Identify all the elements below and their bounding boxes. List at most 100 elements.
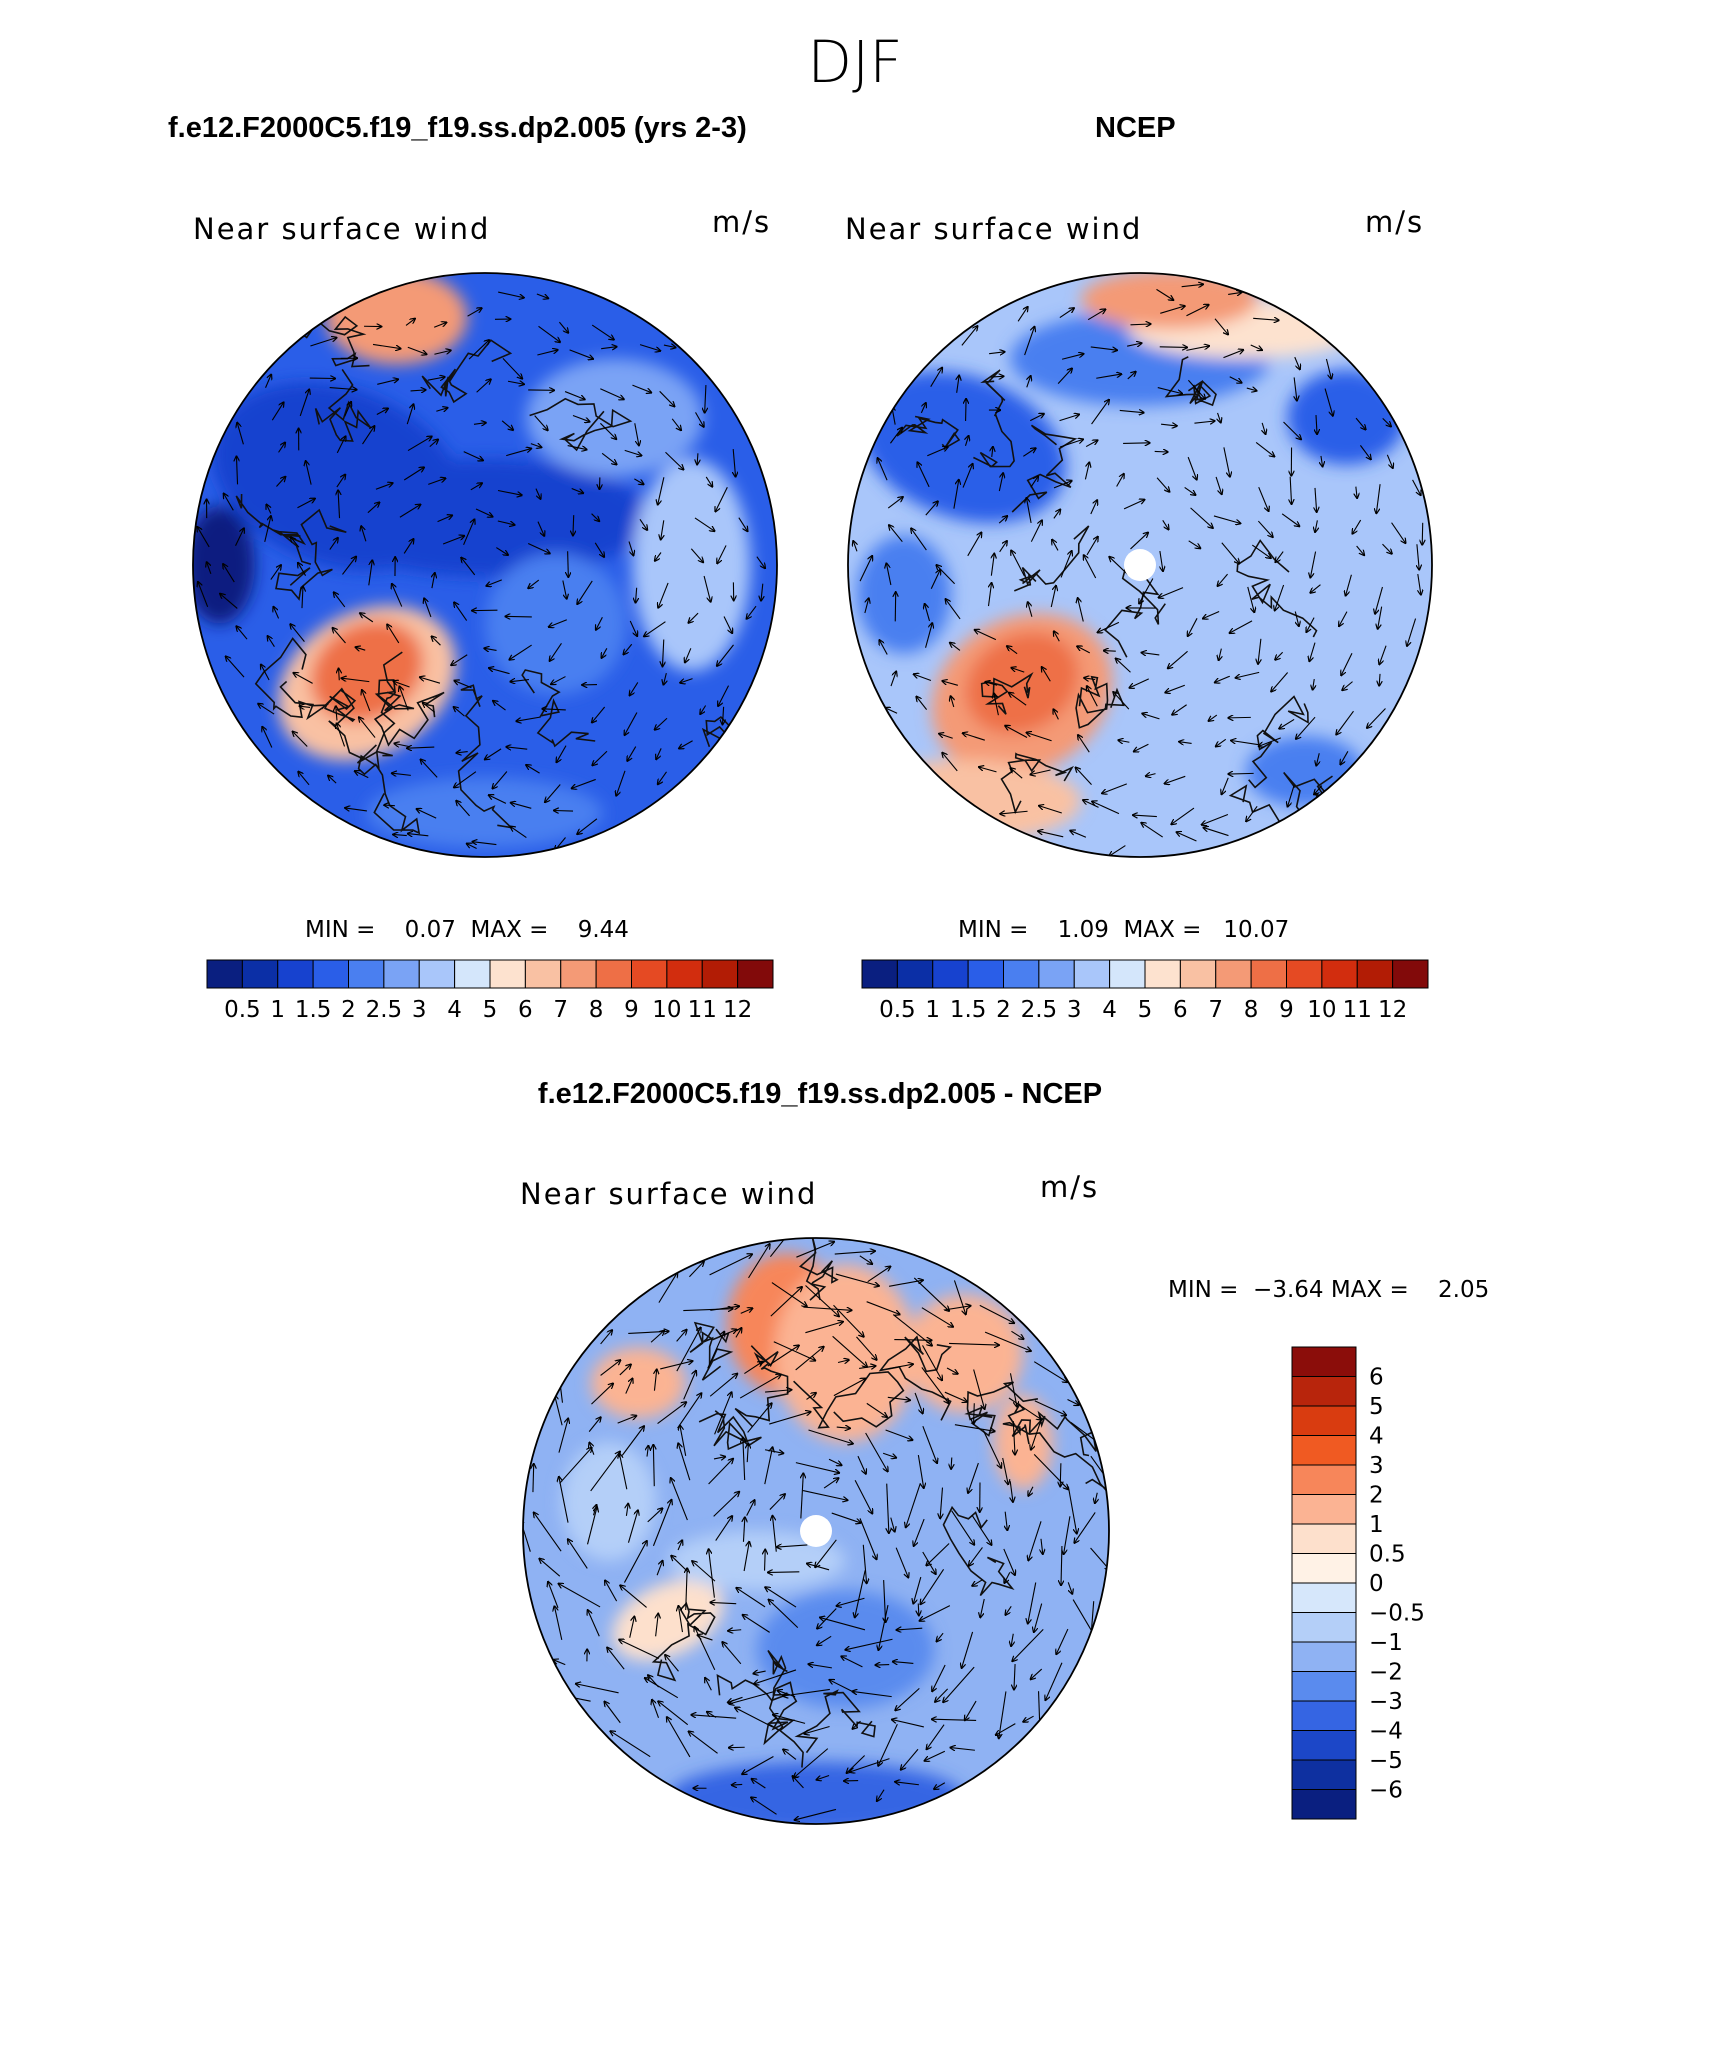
panel-1-wind-vector — [733, 449, 735, 477]
panel-2-wind-vector — [916, 697, 928, 710]
panel-1-wind-vector — [550, 642, 562, 661]
diff-wind-vector — [906, 1482, 921, 1527]
diff-wind-vector — [1014, 1664, 1015, 1689]
panel-1-colorbar-tick-label: 8 — [589, 997, 604, 1023]
panel-2-colorbar-tick-label: 1 — [925, 997, 940, 1023]
diff-colorbar-tick-label: 1 — [1369, 1512, 1384, 1538]
panel-2-wind-vector — [1221, 542, 1239, 564]
panel-2-wind-vector — [1161, 424, 1177, 426]
panel-2-wind-vector — [1316, 415, 1317, 434]
panel-1-wind-vector — [436, 408, 447, 411]
panel-2-wind-vector — [925, 623, 933, 648]
panel-2-wind-vector — [942, 681, 958, 686]
diff-wind-vector — [553, 1660, 566, 1666]
diff-wind-vector — [728, 1630, 742, 1631]
panel-2-wind-vector — [1186, 305, 1208, 317]
panel-2-vectors — [853, 284, 1422, 856]
panel-2-wind-vector — [1159, 347, 1187, 348]
diff-wind-vector — [610, 1731, 651, 1758]
panel-1-wind-vector — [198, 582, 209, 607]
panel-1-wind-vector — [756, 556, 765, 568]
panel-1-wind-vector — [535, 488, 541, 499]
diff-wind-vector — [1060, 1463, 1061, 1486]
panel-2-colorbar-swatch — [967, 959, 1004, 989]
diff-wind-vector — [817, 1774, 830, 1779]
diff-wind-vector — [714, 1392, 732, 1435]
panel-2-wind-vector — [1038, 831, 1064, 838]
panel-2-colorbar-tick-label: 2 — [996, 997, 1011, 1023]
panel-2-contour-region — [856, 535, 952, 654]
panel-2-coastline — [1011, 424, 1078, 513]
diff-wind-vector — [771, 1282, 807, 1307]
panel-1-colorbar-swatch — [383, 959, 420, 989]
diff-wind-vector — [710, 1306, 739, 1311]
diff-wind-vector — [742, 1756, 774, 1774]
panel-1-vectors — [197, 291, 765, 851]
min-value: −3.64 — [1253, 1277, 1324, 1303]
panel-2-wind-vector — [1059, 439, 1083, 448]
diff-colorbar-swatch — [1291, 1435, 1357, 1466]
panel-1-wind-vector — [407, 346, 427, 354]
panel-2-wind-vector — [864, 598, 869, 614]
panel-2-wind-vector — [1123, 443, 1150, 444]
diff-wind-vector — [802, 1490, 847, 1501]
diff-wind-vector — [795, 1462, 839, 1473]
panel-2-wind-vector — [1027, 733, 1052, 742]
panel-1-wind-vector — [434, 350, 450, 355]
panel-1-wind-vector — [627, 746, 637, 761]
panel-2-colorbar-swatch — [1215, 959, 1252, 989]
diff-coastline — [798, 1238, 839, 1301]
panel-2-wind-vector — [1054, 631, 1060, 642]
panel-1-wind-vector — [368, 560, 373, 586]
panel-1-wind-vector — [423, 703, 436, 713]
panel-2-wind-vector — [1076, 768, 1092, 786]
panel-2-wind-vector — [1142, 714, 1160, 720]
panel-1-wind-vector — [591, 324, 614, 339]
diff-wind-vector — [927, 1724, 945, 1750]
diff-wind-vector — [1013, 1421, 1015, 1454]
diff-coastline — [698, 1410, 762, 1451]
diff-wind-vector — [951, 1748, 975, 1751]
diff-wind-vector — [855, 1570, 866, 1617]
panel-2-colorbar-tick-label: 11 — [1343, 997, 1372, 1023]
diff-wind-vector — [944, 1306, 971, 1311]
panel-1-wind-vector — [392, 584, 403, 607]
panel-1-wind-vector — [392, 773, 411, 775]
panel-1-wind-vector — [421, 759, 438, 778]
diff-wind-vector — [709, 1254, 752, 1276]
panel-2-wind-vector — [1142, 653, 1160, 655]
diff-wind-vector — [770, 1287, 802, 1317]
panel-1-wind-vector — [485, 748, 502, 759]
panel-1-wind-vector — [328, 776, 337, 784]
diff-wind-vector — [686, 1568, 687, 1611]
panel-2-wind-vector — [965, 436, 968, 446]
diff-wind-vector — [932, 1664, 946, 1691]
panel-2-wind-vector — [1050, 586, 1056, 608]
panel-2-wind-vector — [890, 672, 896, 687]
panel-1-wind-vector — [542, 709, 566, 710]
panel-2-wind-vector — [1412, 479, 1421, 495]
diff-polar-map — [522, 1237, 1110, 1825]
diff-wind-vector — [921, 1307, 953, 1327]
panel-2-wind-vector — [1133, 815, 1157, 817]
panel-1-colorbar-tick-label: 12 — [723, 997, 752, 1023]
panel-1-wind-vector — [493, 701, 506, 711]
panel-1-colorbar-swatch — [348, 959, 385, 989]
panel-1-wind-vector — [658, 582, 669, 608]
diff-wind-vector — [533, 1464, 534, 1493]
diff-contour-region — [591, 1347, 686, 1419]
diff-wind-vector — [925, 1750, 946, 1760]
panel-2-coastline — [1164, 356, 1217, 407]
panel-2-wind-vector — [1218, 573, 1228, 586]
diff-wind-vector — [894, 1340, 931, 1341]
diff-wind-vector — [795, 1808, 837, 1820]
diff-colorbar-swatch — [1291, 1494, 1357, 1525]
diff-colorbar-tick-label: 4 — [1369, 1424, 1384, 1450]
panel-1-wind-vector — [405, 319, 415, 326]
panel-2-wind-vector — [1017, 307, 1028, 322]
panel-1-colorbar-swatch — [277, 959, 314, 989]
panel-1-wind-vector — [302, 587, 303, 609]
panel-2-wind-vector — [1186, 346, 1209, 351]
panel-2-wind-vector — [1165, 775, 1186, 783]
panel-2-colorbar-swatch — [1356, 959, 1394, 989]
